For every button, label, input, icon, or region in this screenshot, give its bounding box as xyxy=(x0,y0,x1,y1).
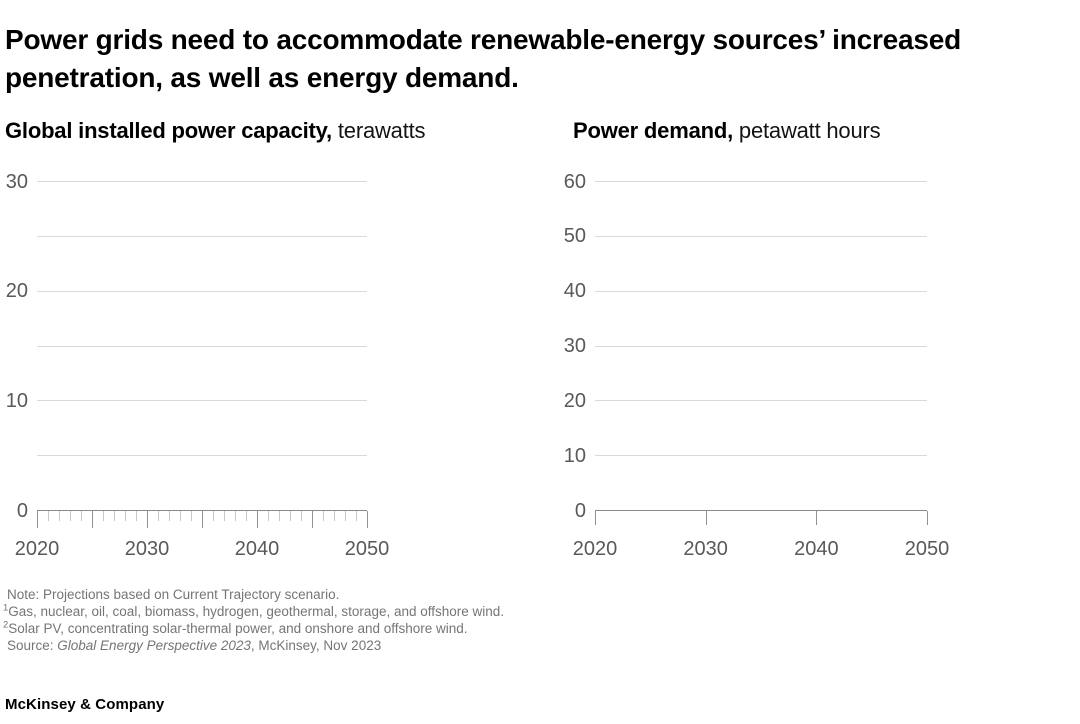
y-gridline xyxy=(37,345,367,347)
y-gridline xyxy=(595,290,927,292)
x-axis-minor-tick xyxy=(136,510,137,521)
footnote-2-text: Solar PV, concentrating solar-thermal po… xyxy=(8,621,468,636)
x-axis-minor-tick xyxy=(180,510,181,521)
y-gridline xyxy=(37,181,367,182)
x-axis-minor-tick xyxy=(224,510,225,521)
x-axis-major-tick xyxy=(705,510,707,525)
y-axis-tick-label: 0 xyxy=(574,499,586,522)
y-gridline xyxy=(37,290,367,292)
footnote-note-text: Note: Projections based on Current Traje… xyxy=(7,587,340,602)
y-axis-tick-label: 40 xyxy=(563,280,586,303)
x-axis-minor-tick xyxy=(59,510,60,521)
footnote-1-superscript: 1 xyxy=(3,602,9,614)
y-axis-tick-label: 30 xyxy=(5,170,28,193)
footnote-source-prefix: Source: xyxy=(7,638,58,653)
x-axis-minor-tick xyxy=(334,510,335,521)
x-axis-major-tick xyxy=(257,510,258,528)
x-axis-tick-label: 2050 xyxy=(904,538,950,560)
x-axis-minor-tick xyxy=(268,510,269,521)
x-axis-minor-tick xyxy=(125,510,126,521)
x-axis-minor-tick xyxy=(158,510,159,521)
x-axis-major-tick xyxy=(312,510,313,528)
y-gridline xyxy=(37,235,367,237)
x-axis-major-tick xyxy=(927,510,928,525)
x-axis-tick-label: 2030 xyxy=(124,538,170,560)
x-axis-minor-tick xyxy=(70,510,71,521)
footnote-source: Source: Global Energy Perspective 2023, … xyxy=(3,637,703,654)
x-axis-tick-label: 2040 xyxy=(234,538,280,560)
footnote-note: Note: Projections based on Current Traje… xyxy=(3,586,703,603)
page-title: Power grids need to accommodate renewabl… xyxy=(5,23,962,93)
y-gridline xyxy=(595,181,927,182)
footnote-2-superscript: 2 xyxy=(3,619,9,631)
x-axis-minor-tick xyxy=(235,510,236,521)
x-axis-minor-tick xyxy=(246,510,247,521)
chart-title-capacity-bold: Global installed power capacity, xyxy=(5,118,332,143)
x-axis-major-tick xyxy=(816,510,818,525)
x-axis-minor-tick xyxy=(191,510,192,521)
x-axis-minor-tick xyxy=(290,510,291,521)
x-axis-minor-tick xyxy=(48,510,49,521)
footnote-2: 2Solar PV, concentrating solar-thermal p… xyxy=(3,620,703,637)
chart-title-demand-bold: Power demand, xyxy=(573,118,733,143)
y-axis-tick-label: 50 xyxy=(563,225,586,248)
x-axis-minor-tick xyxy=(356,510,357,521)
footnote-1: 1Gas, nuclear, oil, coal, biomass, hydro… xyxy=(3,603,703,620)
x-axis-minor-tick xyxy=(345,510,346,521)
y-gridline xyxy=(595,400,927,402)
chart-title-demand-unit: petawatt hours xyxy=(738,118,881,143)
x-axis-major-tick xyxy=(202,510,203,528)
chart-title-capacity: Global installed power capacity, terawat… xyxy=(5,118,426,144)
y-axis-tick-label: 10 xyxy=(5,389,28,412)
y-gridline xyxy=(595,455,927,457)
x-axis-line xyxy=(595,510,927,511)
x-axis-major-tick xyxy=(595,510,596,525)
y-axis-tick-label: 10 xyxy=(563,444,586,467)
footnote-1-text: Gas, nuclear, oil, coal, biomass, hydrog… xyxy=(8,604,505,619)
y-axis-tick-label: 20 xyxy=(563,389,586,412)
y-gridline xyxy=(37,400,367,402)
x-axis-tick-label: 2020 xyxy=(14,538,60,560)
x-axis-minor-tick xyxy=(213,510,214,521)
x-axis-tick-label: 2030 xyxy=(683,538,728,560)
x-axis-minor-tick xyxy=(323,510,324,521)
x-axis-minor-tick xyxy=(114,510,115,521)
x-axis-tick-label: 2020 xyxy=(572,538,618,560)
x-axis-minor-tick xyxy=(301,510,302,521)
x-axis-tick-label: 2040 xyxy=(794,538,839,560)
footnote-source-suffix: , McKinsey, Nov 2023 xyxy=(250,638,382,653)
x-axis-major-tick xyxy=(37,510,38,528)
y-axis-tick-label: 0 xyxy=(16,499,28,522)
chart-title-capacity-unit: terawatts xyxy=(337,118,426,143)
y-gridline xyxy=(37,455,367,457)
x-axis-major-tick xyxy=(367,510,368,528)
footnotes: Note: Projections based on Current Traje… xyxy=(3,586,703,654)
x-axis-major-tick xyxy=(147,510,148,528)
x-axis-minor-tick xyxy=(169,510,170,521)
x-axis-major-tick xyxy=(92,510,93,528)
y-gridline xyxy=(595,235,927,237)
y-axis-tick-label: 30 xyxy=(563,335,586,357)
footnote-source-title: Global Energy Perspective 2023 xyxy=(57,638,251,653)
x-axis-minor-tick xyxy=(279,510,280,521)
y-axis-tick-label: 60 xyxy=(563,170,586,193)
y-gridline xyxy=(595,345,927,347)
x-axis-tick-label: 2050 xyxy=(344,538,390,560)
x-axis-minor-tick xyxy=(81,510,82,521)
y-axis-tick-label: 20 xyxy=(5,280,28,303)
x-axis-minor-tick xyxy=(103,510,104,521)
mckinsey-company-logo: McKinsey & Company xyxy=(5,696,165,713)
chart-title-demand: Power demand, petawatt hours xyxy=(573,118,881,144)
